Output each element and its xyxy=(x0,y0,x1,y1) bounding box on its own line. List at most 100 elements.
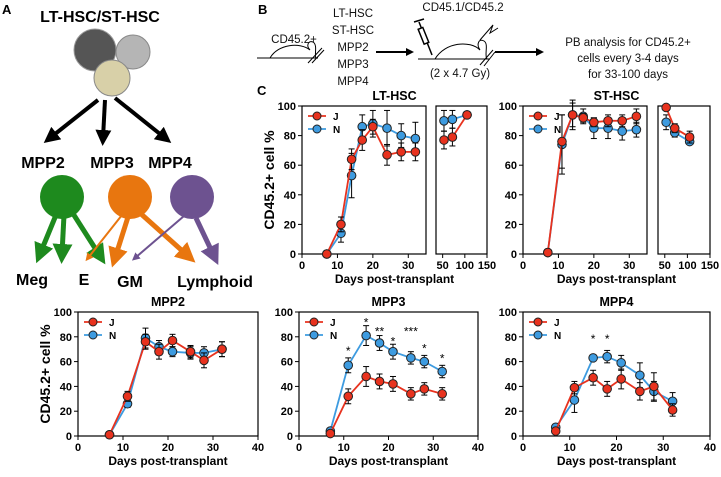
x-tick-label: 20 xyxy=(367,260,379,272)
mpp4-to-gm-arrow xyxy=(131,215,185,261)
recipient-label: CD45.1/CD45.2 xyxy=(422,2,503,14)
series-N xyxy=(322,109,472,259)
mpp2-cell xyxy=(40,175,84,219)
analysis-line-2: cells every 3-4 days xyxy=(577,53,679,65)
series-line-segment xyxy=(325,224,342,255)
legend-marker xyxy=(88,317,98,327)
x-tick-label: 10 xyxy=(564,442,576,454)
legend-label: N xyxy=(554,331,561,342)
data-point-N xyxy=(588,353,598,363)
y-tick-label: 20 xyxy=(505,219,517,231)
mpp2-label: MPP2 xyxy=(21,155,65,172)
data-point-N xyxy=(374,338,385,348)
x-tick-label: 40 xyxy=(704,442,716,454)
data-point-J xyxy=(578,113,589,123)
data-point-J xyxy=(361,371,371,382)
x-axis-label: Days post-transplant xyxy=(108,454,227,468)
data-point-J xyxy=(437,389,448,399)
series-line-segment xyxy=(372,126,388,156)
data-point-N xyxy=(419,356,430,367)
y-tick-label: 100 xyxy=(278,101,296,113)
x-tick-label: 0 xyxy=(299,260,305,272)
legend-label: J xyxy=(554,112,560,123)
data-point-N xyxy=(437,366,448,377)
plot-frame xyxy=(301,105,427,255)
legend-marker xyxy=(88,330,98,340)
plot-frame xyxy=(298,311,479,437)
mpp2-to-meg-arrow xyxy=(34,214,59,264)
chart-title: MPP3 xyxy=(371,295,405,309)
population-mpp4: MPP4 xyxy=(337,76,369,88)
data-point-J xyxy=(406,389,416,399)
y-tick-label: 40 xyxy=(284,190,296,202)
legend-label: N xyxy=(554,125,561,136)
irradiation-dose: (2 x 4.7 Gy) xyxy=(430,68,490,80)
syringe-icon xyxy=(413,18,433,56)
chart-title: MPP4 xyxy=(599,295,633,309)
x-tick-label: 50 xyxy=(659,260,671,272)
legend-marker xyxy=(533,317,543,327)
x-tick-label: 30 xyxy=(657,442,669,454)
e-label: E xyxy=(79,272,90,289)
series-J xyxy=(322,110,472,259)
x-tick-label: 0 xyxy=(75,442,81,454)
chart-mpp2: 0 10 20 30 40 0 20 40 60 80 100 MPP2 Days post-trans… xyxy=(37,295,264,468)
y-tick-label: 20 xyxy=(505,406,517,418)
analysis-line-3: for 33-100 days xyxy=(588,69,668,81)
legend-label: N xyxy=(333,125,340,136)
x-axis-label: Days post-transplant xyxy=(557,454,676,468)
data-point-J xyxy=(368,121,378,132)
y-tick-label: 20 xyxy=(60,406,72,418)
arrow-to-mpp2 xyxy=(43,98,100,143)
significance-marker: * xyxy=(440,352,445,366)
x-tick-label: 150 xyxy=(701,260,719,272)
y-axis-label: CD45.2+ cell % xyxy=(37,324,53,424)
data-point-J xyxy=(104,429,115,440)
series-line-segment xyxy=(108,395,129,436)
donor-mouse-icon xyxy=(257,41,325,64)
panel-b-experiment-schematic: B CD45.2+ LT-HSC ST-HSC MPP2 MPP3 MPP4 C… xyxy=(257,2,691,88)
mpp3-cell xyxy=(108,175,152,219)
y-tick-label: 60 xyxy=(505,357,517,369)
chart-st-hsc: 0 10 20 30 50 100 150 0 20 40 60 80 100 ST-HSC Days po… xyxy=(499,89,720,286)
x-tick-label: 0 xyxy=(296,442,302,454)
data-point-J xyxy=(336,219,346,230)
series-J xyxy=(325,366,448,439)
mpp4-to-lymphoid-arrow xyxy=(193,216,219,266)
data-point-N xyxy=(635,370,645,381)
x-axis-label: Days post-transplant xyxy=(329,454,448,468)
data-point-N xyxy=(617,126,628,136)
plot-frame xyxy=(657,105,711,255)
y-tick-label: 100 xyxy=(54,307,72,319)
x-tick-label: 40 xyxy=(472,442,484,454)
plot-frame xyxy=(77,311,259,437)
gm-label: GM xyxy=(117,274,143,291)
chart-title: ST-HSC xyxy=(594,89,640,103)
donor-label: CD45.2+ xyxy=(271,34,317,46)
data-point-J xyxy=(217,344,227,355)
analysis-line-1: PB analysis for CD45.2+ xyxy=(565,37,691,49)
y-tick-label: 60 xyxy=(60,357,72,369)
y-tick-label: 40 xyxy=(505,381,517,393)
y-tick-label: 40 xyxy=(60,381,72,393)
y-tick-label: 80 xyxy=(505,131,517,143)
series-line-segment xyxy=(546,141,563,253)
data-point-J xyxy=(325,428,336,439)
data-point-J xyxy=(567,110,578,120)
data-point-N xyxy=(410,133,421,144)
significance-marker: *** xyxy=(404,324,418,338)
st-hsc-cell xyxy=(115,34,151,70)
y-tick-label: 0 xyxy=(511,431,517,443)
data-point-J xyxy=(684,132,695,142)
data-point-N xyxy=(406,353,416,363)
x-tick-label: 20 xyxy=(588,260,600,272)
chart-title: MPP2 xyxy=(151,295,185,309)
y-axis-label: CD45.2+ cell % xyxy=(261,130,277,230)
data-point-J xyxy=(588,372,598,383)
data-point-J xyxy=(617,116,628,126)
data-point-N xyxy=(396,130,407,141)
data-point-J xyxy=(140,336,151,347)
data-point-J xyxy=(167,335,178,346)
data-point-N xyxy=(361,330,371,341)
